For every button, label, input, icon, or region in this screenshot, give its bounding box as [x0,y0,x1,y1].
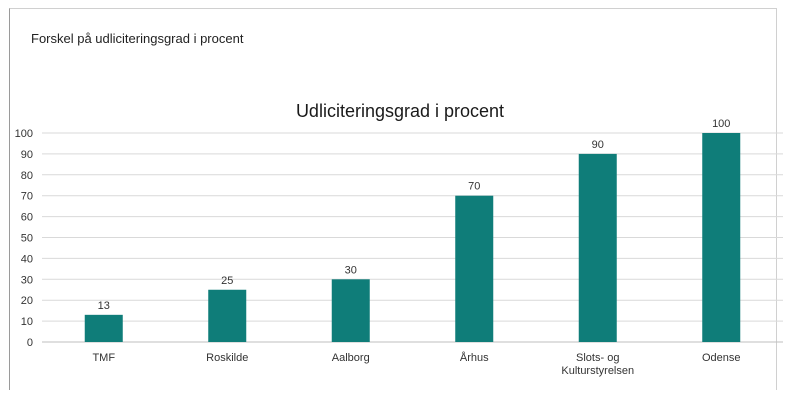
bar [331,279,370,342]
bar [702,133,741,342]
data-label: 100 [712,118,730,130]
x-category-label: Slots- og Kulturstyrelsen [561,352,634,377]
y-tick-label: 100 [15,128,33,140]
y-tick-label: 30 [21,274,33,286]
x-axis-labels: TMF Roskilde Aalborg Århus Slots- og Kulturst… [92,351,740,377]
data-label: 90 [592,139,604,151]
bars [84,133,741,342]
y-axis-ticks: 0 10 20 30 40 50 60 70 80 90 100 [15,128,33,349]
x-category-label: TMF [92,352,115,364]
bar [578,153,617,342]
y-tick-label: 70 [21,191,33,203]
grid-lines [42,132,783,343]
y-tick-label: 60 [21,212,33,224]
x-category-label: Aalborg [332,352,370,364]
data-label: 70 [468,181,480,193]
x-category-label: Roskilde [206,352,248,364]
y-tick-label: 0 [27,337,33,349]
x-category-label: Odense [702,352,741,364]
data-label: 13 [98,300,110,312]
y-tick-label: 40 [21,253,33,265]
y-tick-label: 10 [21,316,33,328]
y-tick-label: 90 [21,149,33,161]
x-category-label: Århus [460,351,489,364]
data-labels: 13 25 30 70 90 100 [98,118,731,312]
bar [84,314,123,342]
bar [455,195,494,342]
chart-caption: Forskel på udliciteringsgrad i procent [31,31,244,46]
y-tick-label: 50 [21,233,33,245]
data-label: 30 [345,264,357,276]
bar [208,289,247,342]
chart-title: Udliciteringsgrad i procent [296,101,504,121]
y-tick-label: 80 [21,170,33,182]
data-label: 25 [221,275,233,287]
y-tick-label: 20 [21,295,33,307]
chart-frame [9,8,777,390]
